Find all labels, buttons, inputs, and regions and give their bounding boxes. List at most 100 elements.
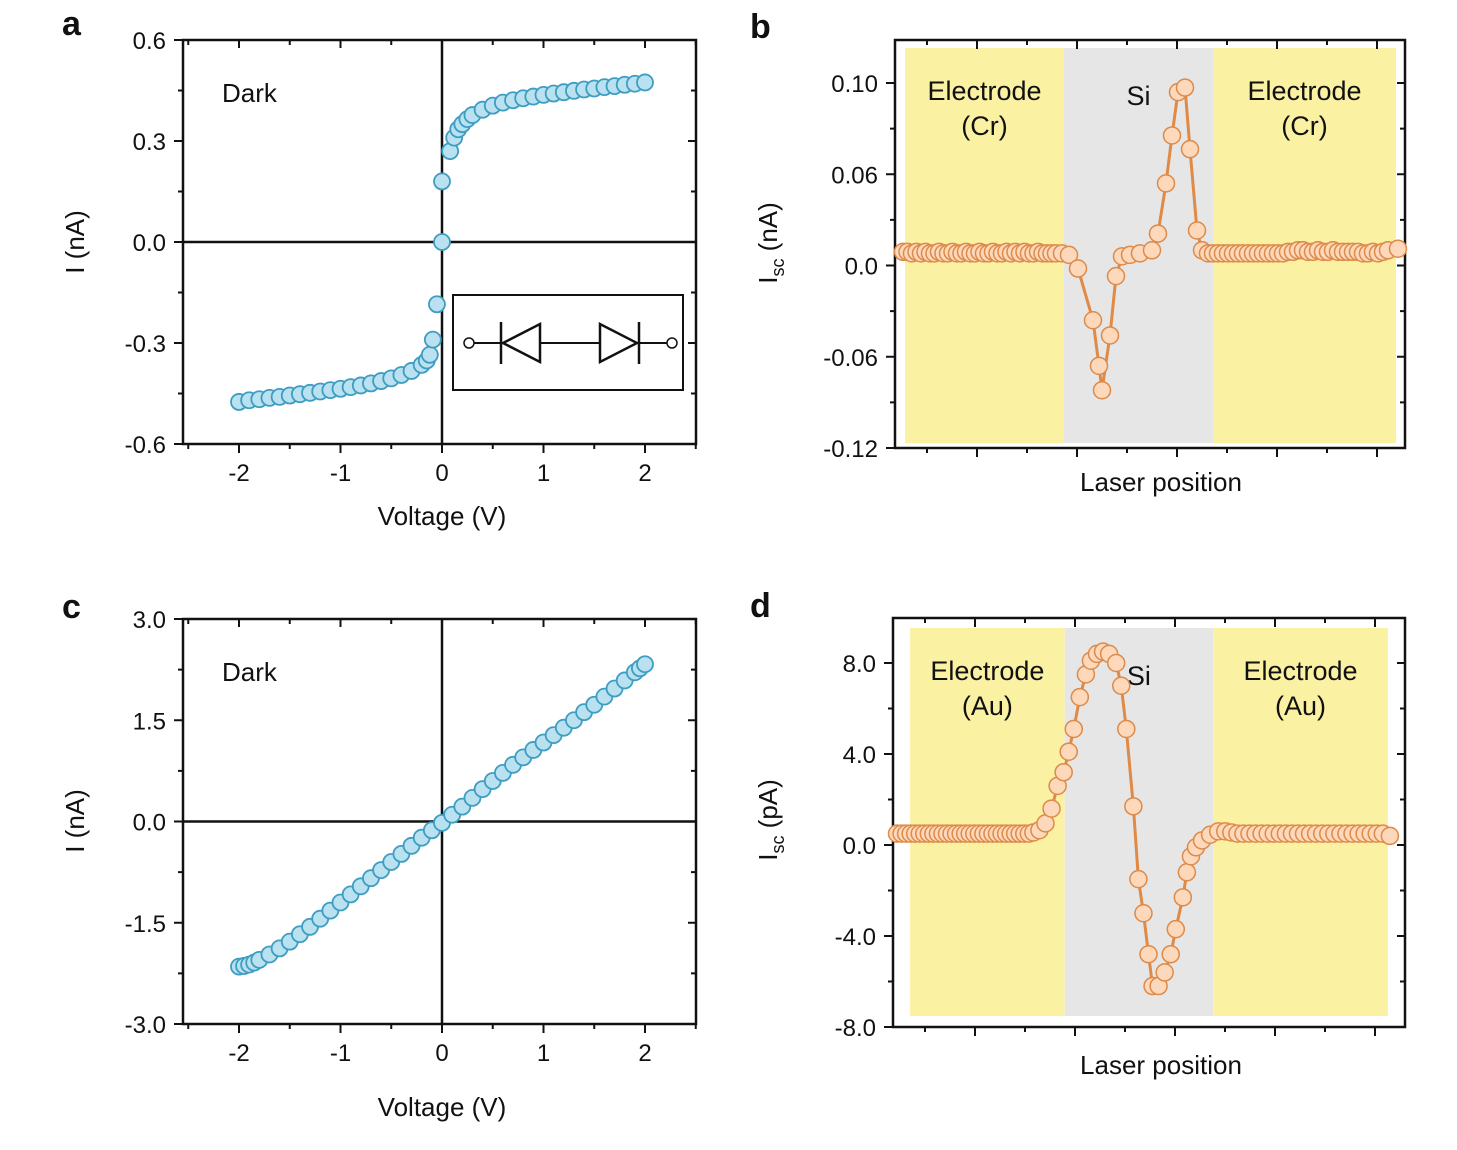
region-label: Si [1127, 661, 1151, 691]
x-tick-label: -2 [228, 460, 249, 487]
y-tick-label: -0.12 [823, 436, 878, 463]
data-point [1162, 126, 1182, 145]
diode-right-icon [598, 321, 640, 365]
y-tick-label: 0.3 [133, 129, 166, 156]
y-tick-label: -1.5 [125, 911, 166, 938]
data-point [1117, 719, 1136, 739]
data-point [636, 655, 654, 674]
data-point [1068, 259, 1088, 278]
data-point [1175, 78, 1195, 97]
y-tick-label: 0.0 [133, 810, 166, 837]
data-point [1388, 239, 1408, 259]
y-tick-label: 0.06 [831, 162, 878, 189]
panel-letter: a [62, 5, 82, 43]
y-label-main: I [753, 277, 783, 284]
data-point [1106, 653, 1126, 673]
y-tick-label: -0.6 [125, 432, 166, 459]
data-point [1089, 356, 1109, 376]
x-axis-label: Voltage (V) [378, 1092, 507, 1122]
data-point [1042, 799, 1061, 818]
y-tick-label: 0.0 [845, 254, 878, 281]
y-tick-label: 0.10 [831, 71, 878, 98]
data-point [1148, 224, 1168, 243]
data-point [1059, 245, 1079, 265]
x-tick-label: 0 [435, 460, 448, 487]
data-point [1155, 963, 1174, 982]
y-axis-label: Isc (nA) [753, 202, 788, 284]
dark-annotation: Dark [222, 657, 278, 687]
terminal-icon [463, 337, 475, 349]
region-label: (Au) [1275, 691, 1326, 721]
terminal-icon [666, 337, 678, 349]
data-point [1083, 311, 1103, 330]
region-label: Electrode [1247, 76, 1361, 106]
panel-letter: b [750, 8, 771, 46]
y-tick-label: -0.06 [823, 345, 878, 372]
y-tick-label: -3.0 [125, 1012, 166, 1039]
data-point [636, 73, 654, 92]
region-label: Electrode [1243, 656, 1357, 686]
data-point [1187, 221, 1207, 240]
data-point [1129, 869, 1148, 889]
panel-letter: d [750, 587, 771, 625]
diode-inset [452, 294, 684, 391]
data-point [1064, 719, 1084, 739]
x-tick-label: 2 [638, 1040, 651, 1067]
data-point [1161, 944, 1180, 964]
panel-a: a 0.6 0.3 0.0 -0.3 -0.6 -2 -1 0 1 2 Dark Voltage (V)… [60, 5, 698, 531]
data-point [1142, 241, 1162, 260]
data-point [1380, 826, 1400, 846]
x-tick-label: -1 [330, 460, 351, 487]
y-label-unit: (pA) [753, 779, 783, 835]
region-label: Si [1126, 81, 1150, 111]
x-tick-label: 0 [435, 1040, 448, 1067]
data-point [1156, 174, 1176, 193]
y-tick-label: 1.5 [133, 708, 166, 735]
axes-frame [891, 616, 1407, 1029]
region-label: (Cr) [961, 111, 1007, 141]
panel-b: b Electrode (Cr) Si Electrode (Cr) 0.10 0.06 0.0… [750, 8, 1408, 497]
y-tick-label: -8.0 [835, 1015, 876, 1042]
data-point [1139, 944, 1158, 964]
region-label: (Au) [962, 691, 1013, 721]
y-axis-label: I (nA) [60, 789, 90, 853]
dark-annotation: Dark [222, 78, 278, 108]
y-tick-label: 3.0 [133, 607, 166, 634]
y-axis-label: Isc (pA) [753, 779, 788, 861]
diode-left-icon [500, 321, 542, 365]
data-point [1166, 919, 1186, 939]
y-tick-label: -4.0 [835, 924, 876, 951]
data-point [420, 345, 439, 364]
data-point [1173, 888, 1193, 907]
y-tick-label: 0.0 [843, 833, 876, 860]
data-point [1124, 797, 1143, 816]
data-point [1177, 863, 1197, 882]
y-label-subscript: sc [768, 259, 788, 277]
x-axis-label: Laser position [1080, 1050, 1242, 1080]
region-label: Electrode [927, 76, 1041, 106]
x-tick-label: -2 [228, 1040, 249, 1067]
x-tick-label: 2 [638, 460, 651, 487]
data-point [1106, 266, 1126, 286]
y-label-main: I [753, 854, 783, 861]
data-point [433, 233, 451, 251]
y-tick-label: 0.0 [133, 230, 166, 257]
y-label-subscript: sc [768, 836, 788, 854]
y-tick-label: 8.0 [843, 651, 876, 678]
data-point [1059, 742, 1078, 761]
x-tick-label: 1 [537, 1040, 550, 1067]
y-tick-label: -0.3 [125, 331, 166, 358]
data-point [1070, 687, 1090, 707]
y-tick-label: 4.0 [843, 742, 876, 769]
data-point [1180, 139, 1200, 159]
x-axis-label: Voltage (V) [378, 501, 507, 531]
x-axis-label: Laser position [1080, 467, 1242, 497]
panel-d: d Electrode (Au) Si Electrode (Au) 8.0 4.0 0.0 -4… [750, 587, 1407, 1080]
y-label-unit: (nA) [753, 202, 783, 258]
data-point [1100, 326, 1120, 345]
data-point [428, 295, 446, 314]
region-si [1064, 628, 1214, 1016]
region-electrode [1213, 628, 1388, 1016]
data-point [423, 330, 442, 349]
